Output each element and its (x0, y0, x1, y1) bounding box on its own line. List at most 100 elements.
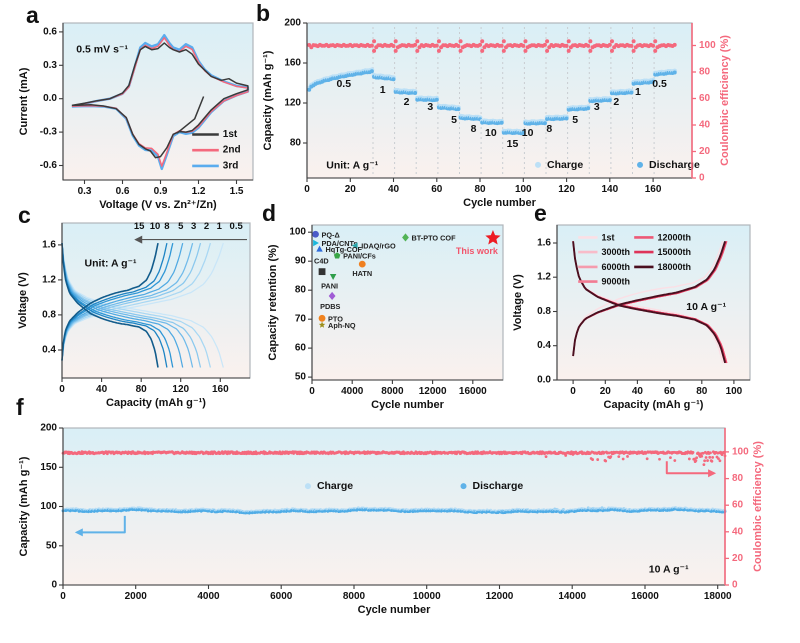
svg-text:160: 160 (284, 58, 301, 69)
svg-text:Current (mA): Current (mA) (18, 67, 30, 135)
svg-text:0.5: 0.5 (230, 221, 244, 232)
svg-text:80: 80 (696, 386, 708, 397)
svg-text:0.5 mV s⁻¹: 0.5 mV s⁻¹ (76, 44, 128, 56)
svg-text:HqTg-COF: HqTg-COF (326, 245, 363, 254)
svg-text:8000: 8000 (343, 591, 366, 602)
svg-text:1.5: 1.5 (230, 186, 244, 197)
svg-text:1.6: 1.6 (537, 237, 551, 248)
svg-text:70: 70 (295, 314, 307, 325)
svg-text:2: 2 (404, 96, 410, 108)
svg-text:80: 80 (732, 473, 744, 484)
panel-c-plot: 15 10 8 5 3 2 1 0.5 Unit: A g⁻¹ 0 40 80 120 160 0.4 0.8… (17, 221, 251, 409)
svg-text:0.4: 0.4 (42, 344, 56, 355)
panel-c-label: c (18, 202, 31, 228)
svg-text:10000: 10000 (413, 591, 441, 602)
svg-text:15000th: 15000th (658, 247, 692, 257)
svg-text:Discharge: Discharge (649, 159, 700, 171)
svg-text:3: 3 (427, 101, 433, 113)
svg-text:10: 10 (485, 127, 497, 139)
svg-text:150: 150 (40, 462, 57, 473)
svg-text:2000: 2000 (125, 591, 148, 602)
svg-text:80: 80 (699, 67, 711, 78)
svg-text:10: 10 (522, 127, 534, 139)
svg-text:50: 50 (295, 372, 307, 383)
svg-text:Capacity retention (%): Capacity retention (%) (267, 244, 279, 360)
svg-text:PANI: PANI (321, 282, 338, 291)
svg-text:C4D: C4D (314, 257, 329, 266)
svg-text:Capacity (mAh g⁻¹): Capacity (mAh g⁻¹) (18, 456, 30, 556)
svg-text:18000th: 18000th (658, 262, 692, 272)
svg-text:IDAQ/rGO: IDAQ/rGO (361, 242, 396, 251)
svg-text:3rd: 3rd (223, 160, 239, 171)
svg-text:1st: 1st (602, 232, 615, 242)
svg-text:5: 5 (178, 221, 184, 232)
svg-text:90: 90 (295, 256, 307, 267)
svg-text:16000: 16000 (631, 591, 659, 602)
svg-text:40: 40 (632, 386, 644, 397)
svg-text:Charge: Charge (317, 480, 353, 492)
svg-text:PDA/CNTs: PDA/CNTs (322, 239, 358, 248)
svg-text:0.5: 0.5 (652, 78, 667, 90)
svg-text:Unit: A g⁻¹: Unit: A g⁻¹ (85, 257, 138, 269)
panel-a-plot: 1st 2nd 3rd 0.5 mV s⁻¹ 0.3 0.6 0.9 1.2 1.5 -0.6 -0… (18, 22, 254, 211)
svg-text:Voltage (V): Voltage (V) (512, 274, 524, 331)
svg-text:40: 40 (388, 184, 400, 195)
svg-text:Coulombic efficiency (%): Coulombic efficiency (%) (752, 441, 764, 572)
svg-text:Cycle number: Cycle number (358, 604, 431, 616)
svg-text:12000: 12000 (419, 386, 447, 397)
svg-text:1.2: 1.2 (42, 274, 56, 285)
svg-text:Coulombic efficiency (%): Coulombic efficiency (%) (719, 35, 731, 166)
svg-text:1st: 1st (223, 129, 238, 140)
svg-text:5: 5 (451, 114, 457, 126)
svg-text:80: 80 (295, 285, 307, 296)
svg-text:9000th: 9000th (602, 277, 631, 287)
svg-text:HATN: HATN (352, 269, 372, 278)
svg-text:0.0: 0.0 (537, 375, 551, 386)
svg-text:-0.6: -0.6 (40, 160, 58, 171)
svg-text:100: 100 (726, 386, 743, 397)
svg-text:1.2: 1.2 (537, 272, 551, 283)
panel-b-label: b (256, 0, 271, 26)
svg-text:16000: 16000 (459, 386, 487, 397)
svg-text:20: 20 (345, 184, 357, 195)
svg-text:PANI/CFs: PANI/CFs (343, 252, 376, 261)
svg-text:3: 3 (594, 101, 600, 113)
svg-text:120: 120 (284, 98, 301, 109)
svg-text:0.6: 0.6 (116, 186, 130, 197)
svg-text:80: 80 (290, 138, 302, 149)
svg-text:5: 5 (572, 114, 578, 126)
svg-text:10: 10 (150, 221, 161, 232)
svg-text:80: 80 (474, 184, 486, 195)
svg-text:1.6: 1.6 (42, 239, 56, 250)
svg-text:0.3: 0.3 (43, 60, 57, 71)
svg-text:15: 15 (134, 221, 145, 232)
svg-text:4000: 4000 (197, 591, 220, 602)
svg-text:0: 0 (60, 591, 66, 602)
svg-text:10 A g⁻¹: 10 A g⁻¹ (686, 301, 726, 313)
svg-text:160: 160 (212, 384, 229, 395)
svg-text:0.3: 0.3 (78, 186, 92, 197)
svg-text:Voltage (V): Voltage (V) (17, 272, 29, 329)
svg-text:140: 140 (601, 184, 618, 195)
svg-text:100: 100 (732, 446, 749, 457)
svg-text:100: 100 (289, 227, 306, 238)
panel-f-label: f (16, 394, 24, 420)
svg-text:160: 160 (645, 184, 662, 195)
svg-text:100: 100 (699, 40, 716, 51)
svg-text:0: 0 (304, 184, 310, 195)
svg-text:200: 200 (40, 423, 57, 434)
svg-text:0.6: 0.6 (43, 26, 57, 37)
panel-e-plot: 1st 3000th 6000th 9000th 12000th 15000th 18000… (512, 224, 751, 411)
svg-text:Capacity (mAh g⁻¹): Capacity (mAh g⁻¹) (106, 397, 206, 409)
svg-text:20: 20 (732, 553, 744, 564)
svg-text:Unit: A g⁻¹: Unit: A g⁻¹ (326, 160, 379, 172)
svg-text:50: 50 (46, 540, 58, 551)
svg-text:8: 8 (471, 123, 477, 135)
svg-text:60: 60 (664, 386, 676, 397)
svg-text:6000th: 6000th (602, 262, 631, 272)
svg-text:PDBS: PDBS (320, 302, 340, 311)
svg-text:6000: 6000 (270, 591, 293, 602)
